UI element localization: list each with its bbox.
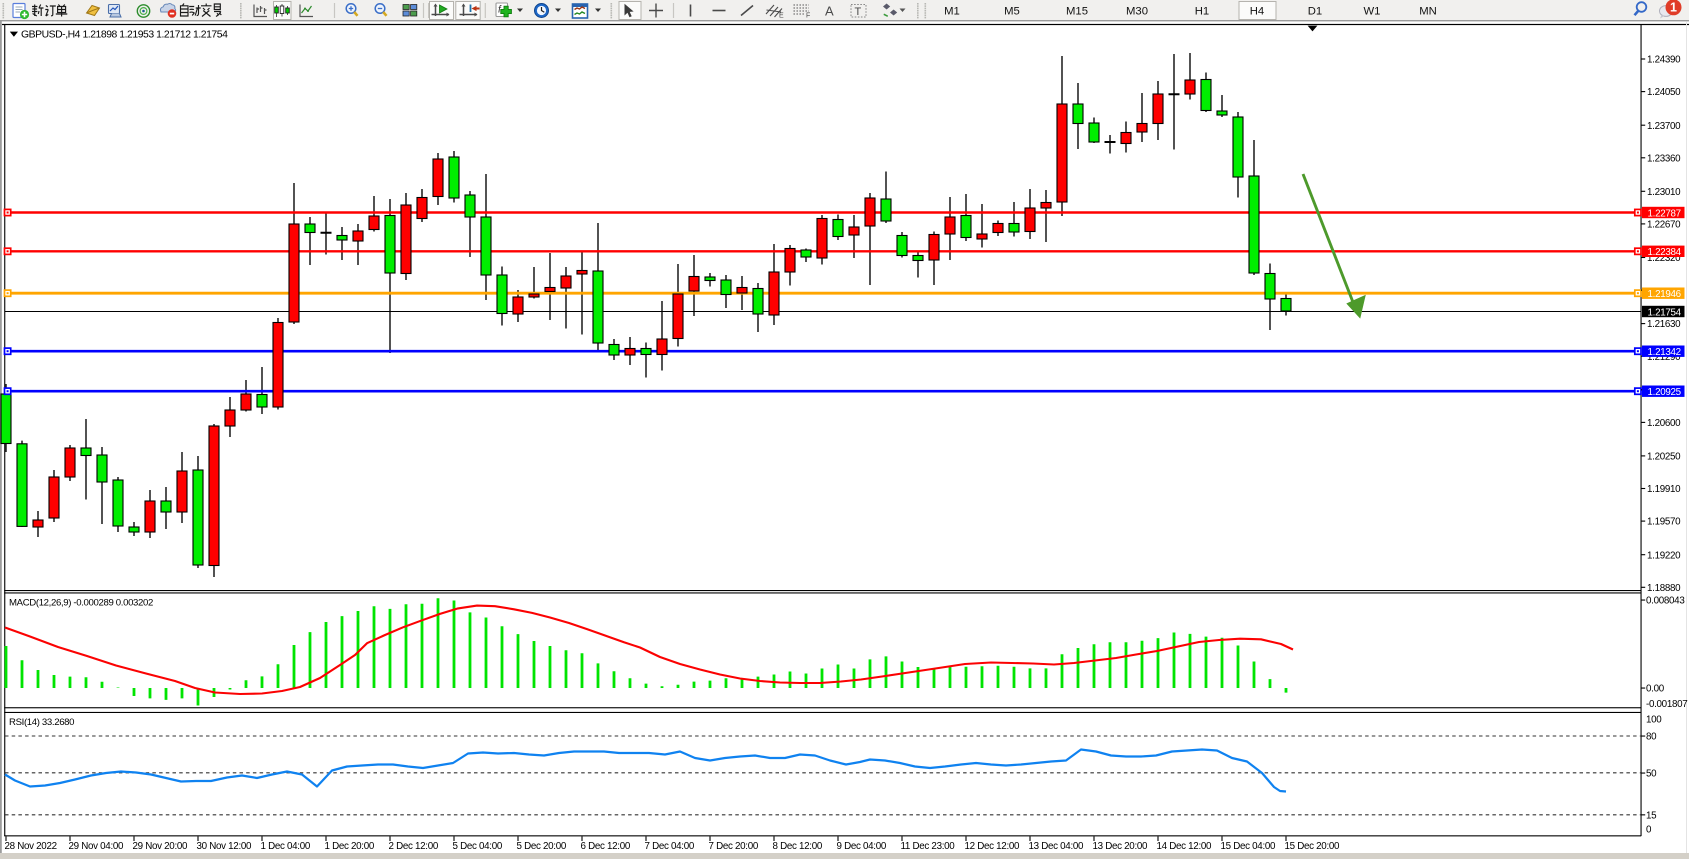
svg-text:1.21946: 1.21946 [1648,289,1682,300]
svg-text:30 Nov 12:00: 30 Nov 12:00 [197,841,253,852]
svg-text:15 Dec 20:00: 15 Dec 20:00 [1285,841,1341,852]
svg-text:13 Dec 20:00: 13 Dec 20:00 [1093,841,1149,852]
svg-text:2 Dec 12:00: 2 Dec 12:00 [389,841,439,852]
svg-text:H1: H1 [1195,6,1209,18]
svg-text:5 Dec 04:00: 5 Dec 04:00 [453,841,503,852]
svg-text:M1: M1 [944,6,960,18]
svg-text:-0.001807: -0.001807 [1646,699,1687,710]
svg-text:7 Dec 20:00: 7 Dec 20:00 [709,841,759,852]
svg-text:T: T [855,6,862,18]
svg-text:14 Dec 12:00: 14 Dec 12:00 [1157,841,1213,852]
svg-text:11 Dec 23:00: 11 Dec 23:00 [901,841,956,852]
svg-text:6 Dec 12:00: 6 Dec 12:00 [581,841,631,852]
svg-text:MN: MN [1419,6,1437,18]
svg-text:0.008043: 0.008043 [1646,596,1685,607]
svg-text:M30: M30 [1126,6,1148,18]
svg-text:9 Dec 04:00: 9 Dec 04:00 [837,841,887,852]
svg-text:13 Dec 04:00: 13 Dec 04:00 [1029,841,1085,852]
svg-text:1.24390: 1.24390 [1647,55,1681,66]
svg-text:1.19220: 1.19220 [1647,550,1681,561]
svg-text:H4: H4 [1250,6,1264,18]
svg-text:1.24050: 1.24050 [1647,87,1681,98]
svg-text:D1: D1 [1308,6,1322,18]
svg-text:0: 0 [1646,825,1652,836]
svg-text:29 Nov 20:00: 29 Nov 20:00 [133,841,189,852]
svg-text:A: A [825,4,834,19]
svg-text:1.21754: 1.21754 [1648,307,1682,318]
svg-text:12 Dec 12:00: 12 Dec 12:00 [965,841,1021,852]
svg-text:1.22787: 1.22787 [1648,208,1681,219]
svg-text:M15: M15 [1066,6,1088,18]
svg-text:8 Dec 12:00: 8 Dec 12:00 [773,841,823,852]
svg-text:1.21290: 1.21290 [1647,352,1681,363]
svg-text:1.23700: 1.23700 [1647,121,1681,132]
svg-text:7 Dec 04:00: 7 Dec 04:00 [645,841,695,852]
svg-text:5 Dec 20:00: 5 Dec 20:00 [517,841,567,852]
svg-text:1.19910: 1.19910 [1647,484,1681,495]
svg-text:1: 1 [1670,1,1677,15]
svg-text:M5: M5 [1004,6,1020,18]
svg-text:0.00: 0.00 [1646,684,1665,695]
svg-text:MACD(12,26,9) -0.000289 0.0032: MACD(12,26,9) -0.000289 0.003202 [9,598,153,609]
svg-text:1.20250: 1.20250 [1647,452,1681,463]
svg-text:1.22670: 1.22670 [1647,220,1681,231]
svg-text:1.20600: 1.20600 [1647,418,1681,429]
svg-text:100: 100 [1646,715,1662,726]
svg-text:28 Nov 2022: 28 Nov 2022 [5,841,57,852]
svg-text:E: E [779,13,784,20]
svg-text:1.23010: 1.23010 [1647,187,1681,198]
svg-text:15: 15 [1646,810,1657,821]
svg-text:GBPUSD-,H4 1.21898 1.21953 1.: GBPUSD-,H4 1.21898 1.21953 1.21712 1.217… [21,29,228,40]
svg-text:1.22320: 1.22320 [1647,253,1681,264]
svg-text:1.21630: 1.21630 [1647,319,1681,330]
svg-text:1 Dec 20:00: 1 Dec 20:00 [325,841,375,852]
svg-text:15 Dec 04:00: 15 Dec 04:00 [1221,841,1277,852]
svg-text:50: 50 [1646,769,1657,780]
svg-text:f: f [498,5,502,16]
svg-text:F: F [806,13,810,20]
svg-text:80: 80 [1646,732,1657,743]
svg-text:29 Nov 04:00: 29 Nov 04:00 [69,841,125,852]
svg-text:1.18880: 1.18880 [1647,583,1681,594]
svg-text:1.22384: 1.22384 [1648,247,1682,258]
svg-text:1.20925: 1.20925 [1648,387,1682,398]
svg-text:1 Dec 04:00: 1 Dec 04:00 [261,841,311,852]
svg-text:RSI(14) 33.2680: RSI(14) 33.2680 [9,717,74,728]
svg-text:1.23360: 1.23360 [1647,153,1681,164]
svg-text:1.21342: 1.21342 [1648,347,1681,358]
svg-text:W1: W1 [1364,6,1381,18]
svg-text:1.19570: 1.19570 [1647,517,1681,528]
